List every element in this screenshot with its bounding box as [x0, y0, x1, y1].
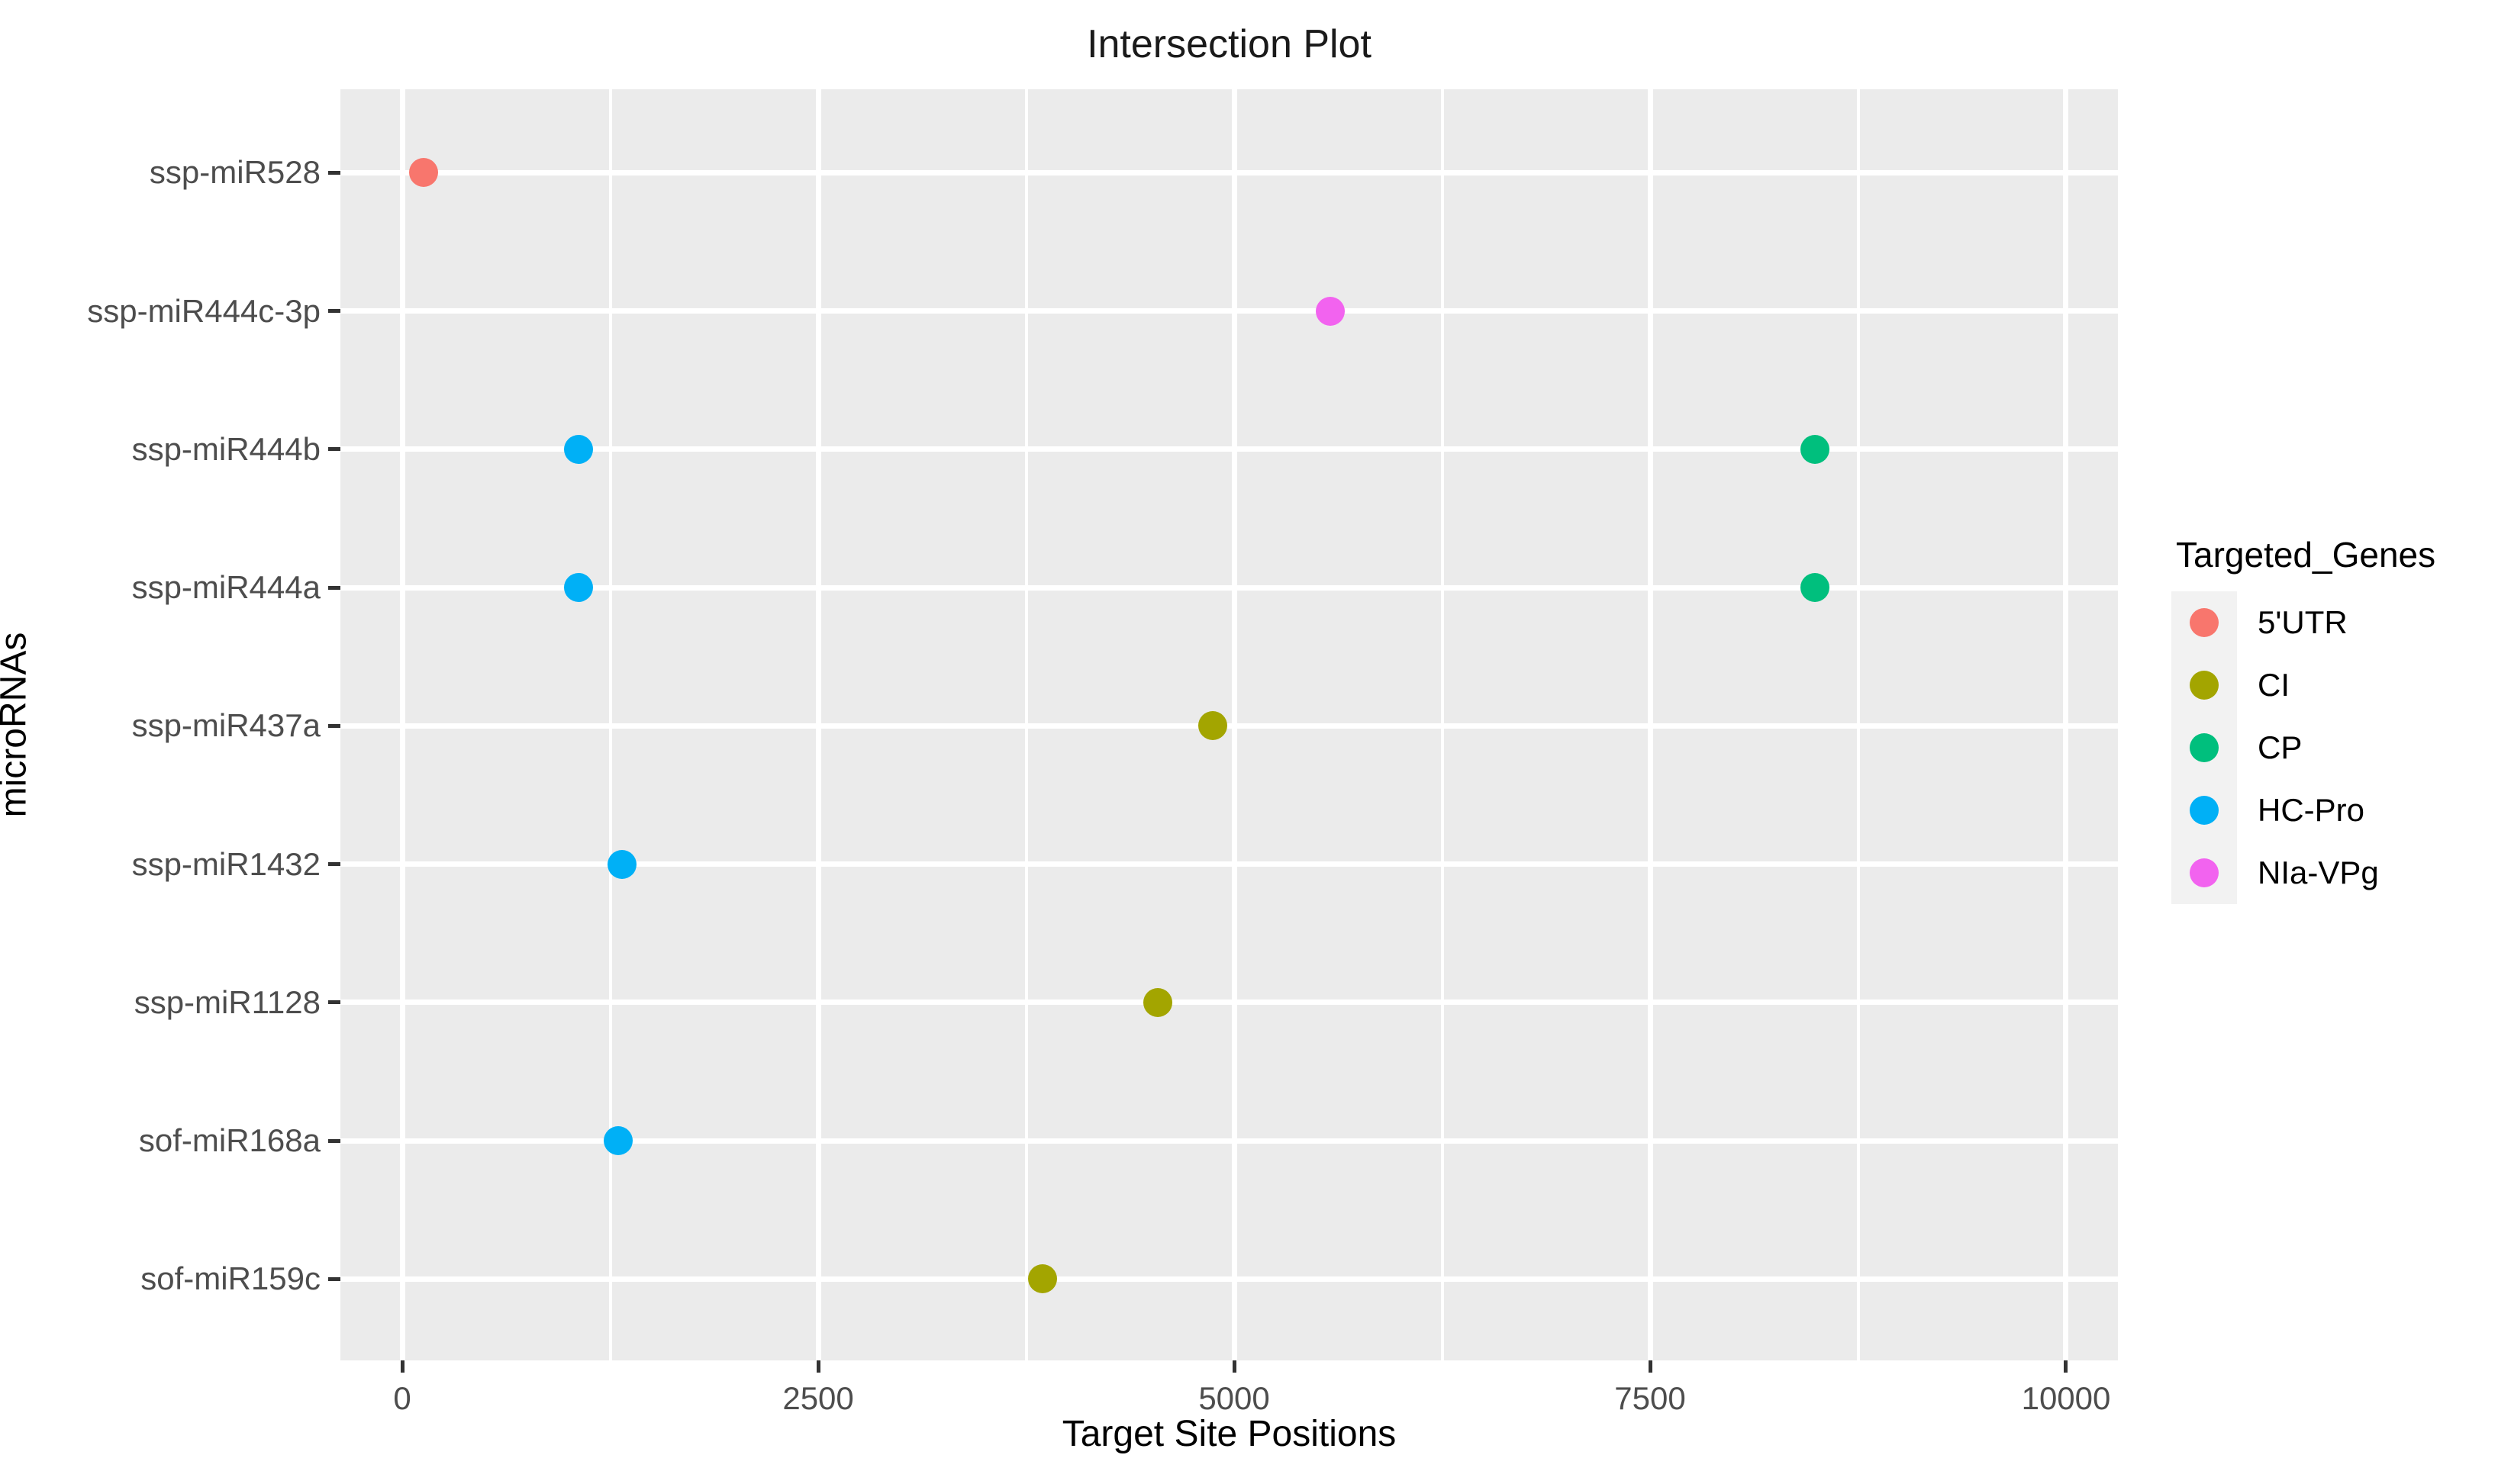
y-tick-mark-ssp-miR444a: [328, 585, 340, 590]
plot-panel: [340, 89, 2118, 1360]
legend-key-NIa-VPg: [2171, 842, 2237, 904]
y-tick-label-ssp-miR1432: ssp-miR1432: [131, 845, 321, 882]
major-gridline-y-ssp-miR1128: [340, 1000, 2118, 1006]
x-tick-mark-10000: [2064, 1360, 2068, 1373]
y-tick-mark-ssp-miR437a: [328, 723, 340, 728]
legend-key-dot-5'UTR: [2190, 608, 2219, 637]
data-point-ssp-miR444b-HC-Pro: [564, 434, 594, 464]
y-tick-label-sof-miR159c: sof-miR159c: [140, 1260, 321, 1297]
y-tick-label-ssp-miR444a: ssp-miR444a: [131, 569, 321, 605]
data-point-ssp-miR437a-CI: [1197, 711, 1227, 741]
legend-label-NIa-VPg: NIa-VPg: [2258, 855, 2379, 890]
legend-key-dot-HC-Pro: [2190, 796, 2219, 825]
y-tick-label-ssp-miR528: ssp-miR528: [149, 154, 321, 191]
legend-label-5'UTR: 5'UTR: [2258, 604, 2348, 640]
y-tick-label-ssp-miR444c-3p: ssp-miR444c-3p: [87, 292, 321, 329]
x-axis-title: Target Site Positions: [1062, 1414, 1397, 1454]
legend-title: Targeted_Genes: [2176, 535, 2436, 575]
y-tick-mark-ssp-miR444b: [328, 447, 340, 452]
y-tick-mark-sof-miR159c: [328, 1276, 340, 1281]
x-tick-label-7500: 7500: [1614, 1380, 1686, 1416]
y-tick-mark-ssp-miR528: [328, 170, 340, 175]
x-tick-mark-2500: [816, 1360, 820, 1373]
data-point-ssp-miR528-5'UTR: [409, 158, 439, 188]
y-tick-label-ssp-miR1128: ssp-miR1128: [134, 983, 321, 1020]
legend-key-HC-Pro: [2171, 779, 2237, 842]
legend-label-CI: CI: [2258, 667, 2290, 703]
data-point-ssp-miR1128-CI: [1143, 987, 1172, 1017]
major-gridline-y-ssp-miR437a: [340, 723, 2118, 729]
data-point-ssp-miR444a-HC-Pro: [564, 573, 594, 602]
legend-label-CP: CP: [2258, 729, 2303, 765]
y-tick-label-ssp-miR437a: ssp-miR437a: [131, 707, 321, 744]
major-gridline-y-ssp-miR444b: [340, 446, 2118, 452]
legend-key-dot-CP: [2190, 733, 2219, 762]
data-point-ssp-miR1432-HC-Pro: [607, 849, 637, 879]
major-gridline-y-ssp-miR1432: [340, 861, 2118, 867]
y-tick-mark-ssp-miR444c-3p: [328, 309, 340, 313]
data-point-sof-miR159c-CI: [1028, 1264, 1058, 1294]
major-gridline-y-ssp-miR528: [340, 169, 2118, 175]
y-tick-label-sof-miR168a: sof-miR168a: [138, 1122, 321, 1158]
x-tick-mark-5000: [1232, 1360, 1236, 1373]
y-tick-mark-sof-miR168a: [328, 1138, 340, 1143]
major-gridline-y-ssp-miR444c-3p: [340, 308, 2118, 314]
y-tick-mark-ssp-miR1128: [328, 1000, 340, 1005]
legend-label-HC-Pro: HC-Pro: [2258, 792, 2365, 828]
legend-key-CI: [2171, 654, 2237, 716]
data-point-ssp-miR444b-CP: [1800, 434, 1829, 464]
x-tick-label-5000: 5000: [1198, 1380, 1270, 1416]
legend-key-CP: [2171, 716, 2237, 779]
data-point-ssp-miR444c-3p-NIa-VPg: [1316, 296, 1346, 326]
plot-title: Intersection Plot: [1087, 22, 1371, 66]
data-point-sof-miR168a-HC-Pro: [604, 1126, 633, 1155]
x-tick-mark-7500: [1648, 1360, 1652, 1373]
y-tick-mark-ssp-miR1432: [328, 862, 340, 866]
x-tick-label-10000: 10000: [2021, 1380, 2111, 1416]
y-axis-title: microRNAs: [0, 632, 34, 818]
legend-key-dot-NIa-VPg: [2190, 858, 2219, 887]
data-point-ssp-miR444a-CP: [1800, 573, 1829, 602]
major-gridline-y-sof-miR159c: [340, 1276, 2118, 1282]
major-gridline-y-ssp-miR444a: [340, 584, 2118, 591]
x-tick-label-2500: 2500: [782, 1380, 854, 1416]
x-tick-label-0: 0: [393, 1380, 411, 1416]
y-tick-label-ssp-miR444b: ssp-miR444b: [131, 430, 321, 467]
x-tick-mark-0: [400, 1360, 405, 1373]
legend-key-5'UTR: [2171, 591, 2237, 654]
legend-key-dot-CI: [2190, 671, 2219, 700]
major-gridline-y-sof-miR168a: [340, 1138, 2118, 1144]
